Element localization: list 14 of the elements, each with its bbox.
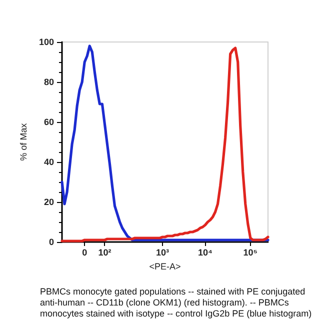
y-tick-label: 80 xyxy=(44,77,54,87)
x-tick-label: 10² xyxy=(98,248,112,258)
y-tick-label: 20 xyxy=(44,197,54,207)
x-tick-label: 10³ xyxy=(156,248,169,258)
x-axis-title: <PE-A> xyxy=(149,261,181,272)
y-tick-label: 0 xyxy=(48,237,54,247)
y-tick-label: 100 xyxy=(38,37,54,47)
y-tick-label: 60 xyxy=(44,117,54,127)
text: PBMCs monocyte gated populations -- stained with PE conjugated anti-human -- CD11b (clone OKM1) (red histogram). -- PBMCs monocytes stained with isotype -- control IgG2b PE (blue histogram) xyxy=(40,286,312,318)
x-tick-label: 0 xyxy=(82,248,88,258)
y-tick-label: 40 xyxy=(44,157,54,167)
x-tick-label: 10⁴ xyxy=(198,248,212,258)
x-tick-label: 10⁵ xyxy=(243,248,258,258)
y-axis-title: % of Max xyxy=(18,122,29,161)
